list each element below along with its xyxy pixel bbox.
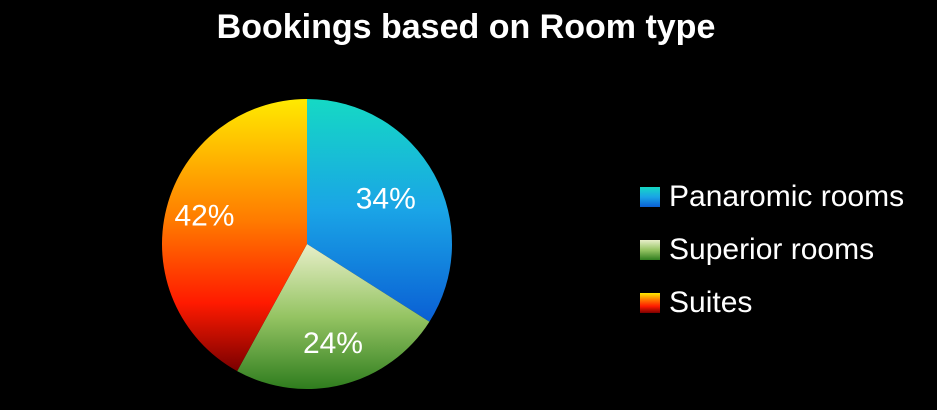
legend-item: Panaromic rooms [640, 170, 904, 223]
pie-slice-superior-rooms [237, 244, 430, 389]
legend-item: Superior rooms [640, 223, 904, 276]
pie-slice-suites [161, 98, 307, 372]
data-label: 34% [356, 183, 416, 216]
legend-swatch [640, 292, 660, 313]
legend: Panaromic rooms Superior rooms Suites [640, 170, 904, 329]
chart-title: Bookings based on Room type [216, 8, 716, 46]
data-label: 24% [303, 327, 363, 360]
legend-item: Suites [640, 276, 904, 329]
legend-label: Suites [669, 285, 753, 319]
legend-swatch [640, 186, 660, 207]
legend-label: Panaromic rooms [669, 179, 905, 213]
data-label: 42% [174, 200, 234, 233]
pie-slice-panaromic-rooms [307, 99, 452, 322]
legend-swatch [640, 239, 660, 260]
legend-label: Superior rooms [669, 232, 875, 266]
